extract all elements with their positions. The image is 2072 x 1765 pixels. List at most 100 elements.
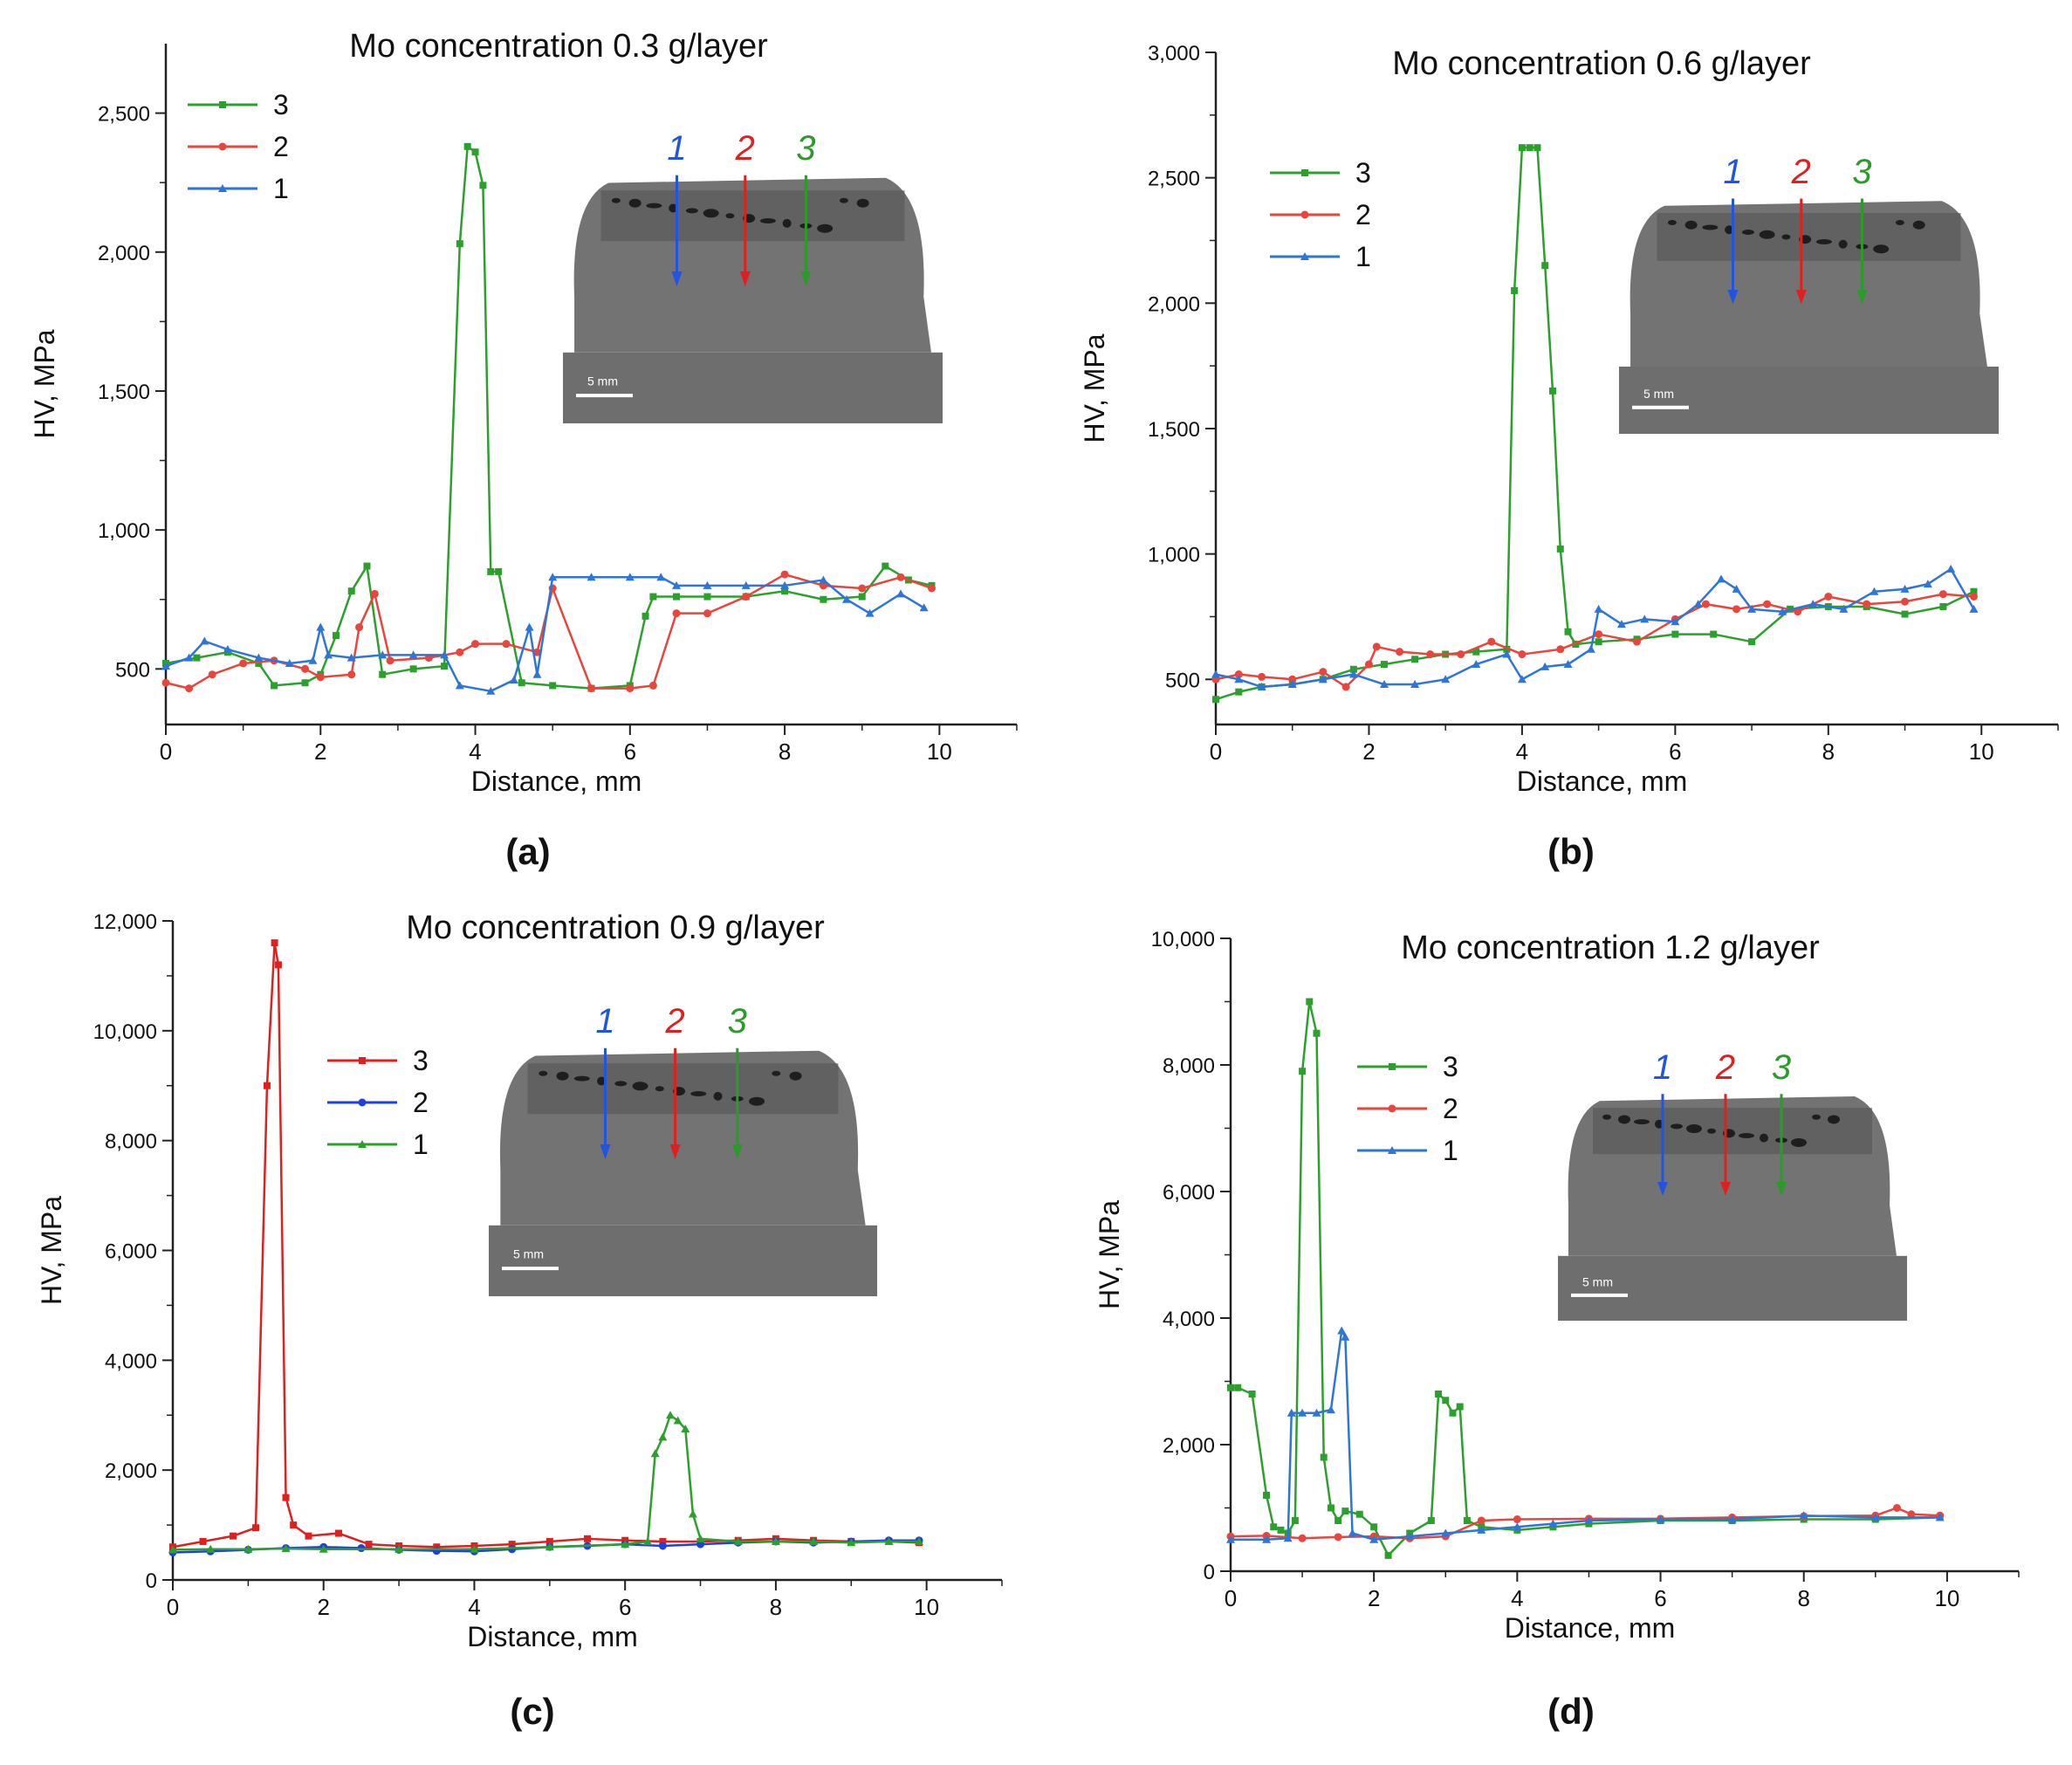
data-point (1794, 608, 1802, 616)
inset-pore (646, 203, 662, 209)
y-axis-label: HV, MPa (1079, 333, 1110, 443)
data-point (1732, 584, 1741, 593)
inset-arrow-head (1727, 290, 1739, 305)
inset-pore (703, 209, 719, 218)
legend-label: 1 (273, 173, 289, 204)
data-point (666, 1411, 675, 1419)
data-point (641, 612, 649, 620)
y-tick-label: 8,000 (105, 1130, 157, 1154)
inset-pore (856, 198, 869, 208)
data-point (1341, 1332, 1350, 1341)
y-tick-label: 8,000 (1163, 1054, 1215, 1078)
inset-arrow-head (731, 1144, 743, 1160)
data-point (208, 670, 216, 679)
data-point (1472, 660, 1481, 669)
data-point (1727, 1514, 1737, 1523)
data-point (525, 622, 534, 631)
data-point (1277, 1526, 1285, 1534)
data-point (1341, 1507, 1349, 1515)
chart-title: Mo concentration 0.3 g/layer (349, 28, 768, 65)
inset-substrate (563, 352, 943, 423)
data-point (780, 580, 790, 589)
data-point (1235, 688, 1243, 696)
inset-pore (1912, 220, 1925, 230)
data-point (1334, 1517, 1342, 1524)
data-point (347, 587, 355, 595)
data-point (1327, 1504, 1334, 1512)
inset-pore (1634, 1119, 1650, 1125)
inset-substrate (1558, 1255, 1907, 1321)
inset-substrate (1619, 367, 1999, 434)
data-point (781, 587, 789, 595)
data-point (1384, 1551, 1392, 1559)
data-point (673, 593, 680, 601)
inset-pore (573, 1075, 590, 1082)
data-point (479, 182, 487, 189)
y-tick-label: 500 (1165, 669, 1200, 692)
data-point (1870, 587, 1879, 595)
data-point (1892, 1504, 1901, 1512)
data-point (1540, 662, 1550, 670)
inset-label-3: 3 (728, 1002, 747, 1040)
data-point (1970, 592, 1978, 601)
data-point (161, 662, 170, 670)
inset-pore (749, 1096, 765, 1106)
data-point (1313, 1029, 1321, 1037)
data-point (656, 573, 666, 581)
y-tick-label: 4,000 (1163, 1308, 1215, 1331)
inset-label-3: 3 (1852, 153, 1871, 191)
x-axis-label: Distance, mm (1517, 766, 1688, 797)
x-axis-label: Distance, mm (467, 1621, 638, 1652)
data-point (440, 650, 449, 659)
data-point (659, 1537, 667, 1545)
data-point (703, 609, 711, 618)
data-point (696, 1534, 705, 1542)
legend-label: 3 (273, 89, 289, 120)
y-tick-label: 10,000 (93, 1020, 157, 1044)
y-tick-label: 0 (1204, 1561, 1215, 1584)
inset-pore (782, 218, 792, 228)
data-point (263, 1082, 271, 1089)
inset-micrograph: 1 2 3 5 mm (563, 129, 943, 423)
y-tick-label: 1,000 (1148, 544, 1200, 567)
x-tick-label: 6 (619, 1594, 631, 1620)
x-tick-label: 2 (317, 1594, 329, 1620)
data-point (865, 608, 875, 617)
inset-pore (1873, 244, 1890, 254)
data-point (1234, 1384, 1242, 1391)
data-point (346, 653, 356, 662)
data-point (1548, 1519, 1558, 1528)
data-point (1355, 1510, 1363, 1518)
data-point (1348, 670, 1358, 678)
data-point (919, 603, 929, 612)
data-point (658, 1542, 667, 1550)
data-point (1732, 605, 1741, 614)
data-point (395, 1544, 404, 1553)
inset-pore (1618, 1115, 1630, 1124)
inset-scale-label: 5 mm (513, 1247, 544, 1261)
data-point (316, 622, 326, 631)
data-point (1970, 587, 1978, 595)
panel-caption: (d) (1547, 1691, 1595, 1732)
data-point (1526, 144, 1533, 152)
inset-pore (1741, 230, 1754, 235)
data-point (301, 679, 309, 687)
data-point (379, 670, 387, 678)
data-point (681, 1424, 690, 1432)
data-point (621, 1540, 630, 1549)
data-point (672, 609, 681, 618)
data-point (915, 1536, 923, 1545)
x-tick-label: 0 (1225, 1585, 1237, 1611)
data-point (741, 580, 751, 589)
data-point (896, 573, 905, 581)
x-tick-label: 10 (1934, 1585, 1959, 1611)
data-point (819, 575, 828, 584)
inset-arrow-head (1720, 1182, 1731, 1196)
data-point (1533, 144, 1541, 152)
data-point (1298, 1408, 1307, 1417)
inset-arrow-head (800, 271, 812, 287)
inset-arrow-head (1795, 290, 1807, 305)
series-line (1215, 567, 1975, 689)
data-point (545, 1537, 553, 1545)
data-point (1300, 210, 1309, 219)
